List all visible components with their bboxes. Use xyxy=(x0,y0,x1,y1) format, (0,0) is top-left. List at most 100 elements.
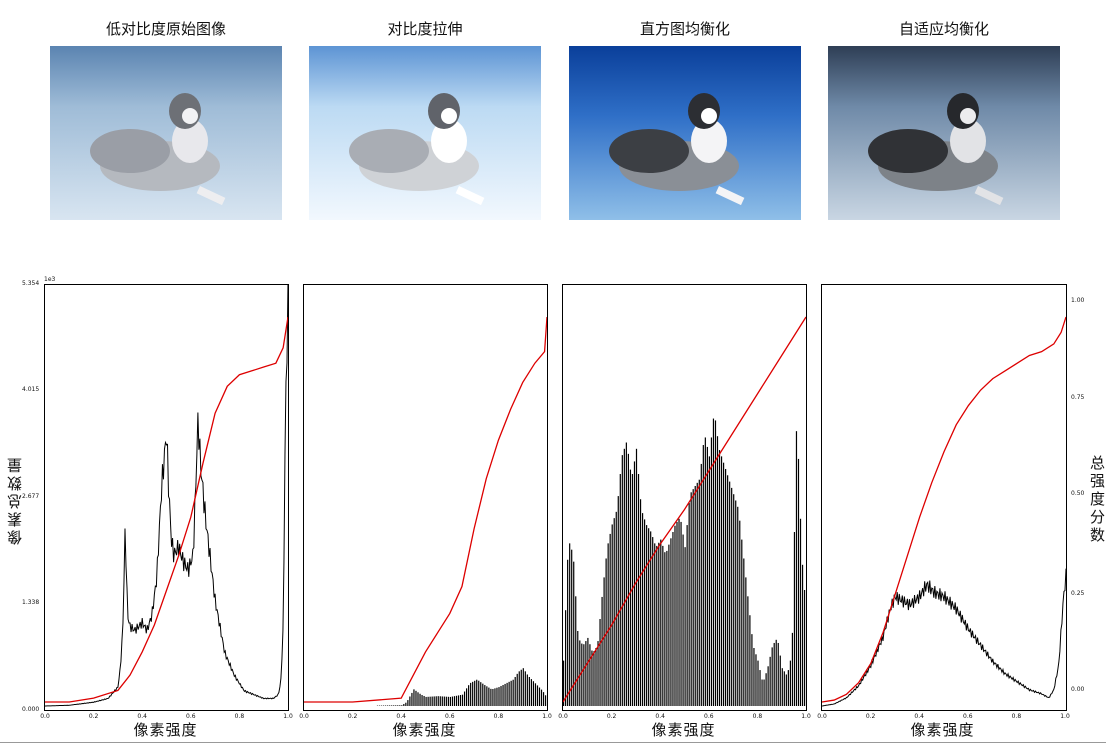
histogram-bar xyxy=(569,543,571,706)
histogram-bar xyxy=(613,518,615,706)
histogram-bar xyxy=(599,619,601,706)
histogram-bar xyxy=(536,685,539,706)
histogram-bar xyxy=(656,545,658,706)
histogram-bar xyxy=(512,679,514,706)
histogram-bar xyxy=(419,693,421,706)
histogram-bar xyxy=(745,577,747,706)
histogram-bar xyxy=(589,644,591,706)
photo-original xyxy=(50,46,282,220)
histogram-bar xyxy=(579,640,581,706)
histogram-bar xyxy=(729,481,731,706)
y-tick-left: 4.015 xyxy=(22,386,40,393)
histogram-bar xyxy=(407,700,409,706)
histogram-bar xyxy=(516,673,518,706)
histogram-bar xyxy=(591,650,593,706)
cdf-line xyxy=(304,316,547,703)
histogram-bar xyxy=(706,446,708,706)
panel-title-stretch: 对比度拉伸 xyxy=(387,20,463,38)
histogram-bar xyxy=(472,681,474,706)
histogram-bar xyxy=(716,436,719,706)
histogram-bar xyxy=(650,531,652,706)
histogram-bar xyxy=(648,528,650,706)
histogram-line xyxy=(822,568,1066,707)
histogram-bar xyxy=(789,660,791,706)
x-tick: 0.8 xyxy=(1011,713,1022,720)
histogram-bar xyxy=(781,668,783,706)
histogram-bar xyxy=(627,453,629,706)
x-tick: 0.2 xyxy=(606,713,617,720)
histogram-bar xyxy=(652,537,654,706)
histogram-bar xyxy=(563,660,565,706)
histogram-bar xyxy=(712,418,715,706)
photo-hist-eq xyxy=(569,46,801,220)
histogram-bar xyxy=(670,538,672,706)
x-tick: 0.8 xyxy=(234,713,245,720)
histogram-bar xyxy=(672,532,674,706)
chart-panel-stretch xyxy=(303,284,548,711)
histogram-bar xyxy=(496,687,498,706)
cdf-line xyxy=(822,316,1066,703)
histogram-bar xyxy=(544,695,547,706)
histogram-bar xyxy=(763,679,765,706)
histogram-bar xyxy=(698,479,700,706)
histogram-bar xyxy=(401,705,403,706)
histogram-bar xyxy=(502,684,504,706)
histogram-bar xyxy=(751,634,753,706)
histogram-bar xyxy=(741,539,743,706)
histogram-bar xyxy=(639,499,642,706)
histogram-bar xyxy=(682,534,684,706)
x-tick: 0.4 xyxy=(655,713,665,720)
histogram-bar xyxy=(646,525,648,706)
histogram-bar xyxy=(415,690,417,706)
histogram-bar xyxy=(520,669,522,706)
histogram-bar xyxy=(391,705,393,706)
histogram-bar xyxy=(492,688,494,706)
histogram-bar xyxy=(455,695,458,706)
x-axis-label: 像素强度 xyxy=(133,721,198,739)
histogram-bar xyxy=(731,487,733,706)
histogram-bar xyxy=(637,474,640,706)
histogram-bar xyxy=(433,696,435,706)
histogram-bar xyxy=(753,648,755,706)
histogram-bar xyxy=(743,558,745,706)
histogram-bar xyxy=(795,431,798,706)
histogram-bar xyxy=(755,654,757,706)
y-tick-right: 0.50 xyxy=(1071,490,1085,497)
histogram-bar xyxy=(793,532,796,706)
histogram-bar xyxy=(395,705,397,706)
histogram-bar xyxy=(518,671,520,706)
histogram-bar xyxy=(621,455,623,706)
x-tick: 1.0 xyxy=(801,713,811,720)
histogram-bar xyxy=(409,696,411,706)
x-tick: 0.6 xyxy=(963,713,973,720)
histogram-bar xyxy=(641,513,644,706)
histogram-line xyxy=(45,285,288,707)
histogram-bar xyxy=(704,437,706,706)
histogram-bar xyxy=(767,666,769,706)
histogram-bar xyxy=(581,643,583,706)
histogram-bar xyxy=(482,683,484,706)
histogram-bar xyxy=(490,688,492,706)
histogram-bar xyxy=(468,685,470,706)
histogram-bar xyxy=(771,647,773,706)
histogram-bar xyxy=(757,660,759,706)
x-tick: 1.0 xyxy=(283,713,293,720)
histogram-bar xyxy=(486,686,488,706)
histogram-bar xyxy=(476,679,478,706)
histogram-bar xyxy=(389,705,391,706)
histogram-bar xyxy=(759,670,761,706)
y-tick-left: 0.000 xyxy=(22,706,40,713)
histogram-bar xyxy=(445,696,447,706)
histogram-bar xyxy=(587,637,589,706)
histogram-bar xyxy=(538,687,541,706)
histogram-bar xyxy=(451,696,454,706)
histogram-bar xyxy=(690,492,692,706)
histogram-bar xyxy=(635,448,638,706)
histogram-bar xyxy=(429,696,431,706)
histogram-bar xyxy=(660,539,662,706)
histogram-bar xyxy=(629,469,632,706)
histogram-bar xyxy=(615,511,617,706)
histogram-bar xyxy=(417,692,419,706)
histogram-bar xyxy=(530,679,532,706)
histogram-bar xyxy=(567,559,569,706)
